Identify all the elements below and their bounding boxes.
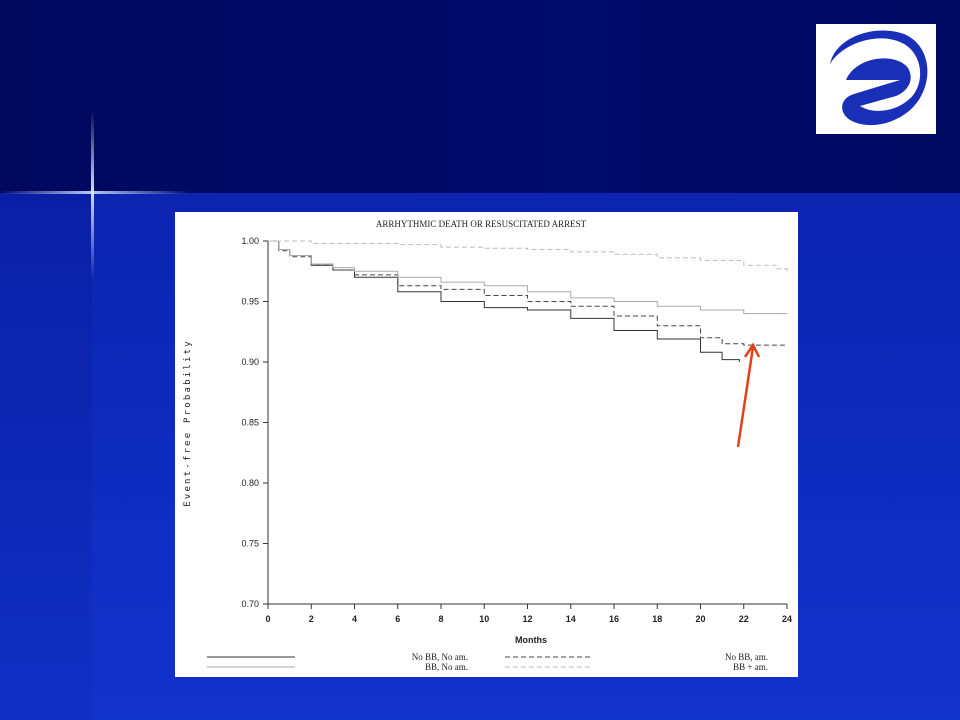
- chart-series: [268, 240, 788, 362]
- chart-title: ARRHYTHMIC DEATH OR RESUSCITATED ARREST: [376, 219, 587, 229]
- legend-label: No BB, am.: [725, 652, 768, 662]
- x-tick-label: 16: [609, 614, 619, 624]
- light-flare-vertical: [91, 110, 94, 280]
- series-line: [268, 240, 740, 362]
- x-tick-label: 4: [352, 614, 357, 624]
- chart-panel: ARRHYTHMIC DEATH OR RESUSCITATED ARREST …: [175, 212, 798, 677]
- x-axis-label: Months: [515, 635, 547, 645]
- x-tick-label: 12: [522, 614, 532, 624]
- x-tick-label: 0: [265, 614, 270, 624]
- y-tick-label: 0.85: [241, 418, 259, 428]
- x-tick-label: 14: [566, 614, 576, 624]
- legend-label: No BB, No am.: [412, 652, 468, 662]
- legend-label: BB, No am.: [425, 662, 468, 672]
- x-tick-label: 18: [652, 614, 662, 624]
- y-tick-label: 0.90: [241, 357, 259, 367]
- left-band: [0, 193, 92, 720]
- logo-swirl: [830, 30, 928, 126]
- y-tick-label: 0.80: [241, 478, 259, 488]
- y-tick-label: 0.95: [241, 297, 259, 307]
- annotation-arrow-icon: [736, 342, 761, 448]
- x-tick-label: 24: [782, 614, 792, 624]
- x-tick-label: 20: [695, 614, 705, 624]
- x-tick-label: 22: [739, 614, 749, 624]
- legend-label: BB + am.: [733, 662, 768, 672]
- y-tick-label: 0.70: [241, 599, 259, 609]
- km-chart: ARRHYTHMIC DEATH OR RESUSCITATED ARREST …: [183, 219, 792, 672]
- series-line: [268, 240, 787, 346]
- series-line: [268, 240, 788, 274]
- x-tick-label: 6: [395, 614, 400, 624]
- y-tick-label: 0.75: [241, 539, 259, 549]
- x-tick-label: 2: [309, 614, 314, 624]
- chart-ticks: 1.000.950.900.850.800.750.700 2 4 6 8 10 12 14 1…: [241, 236, 792, 624]
- chart-legend: No BB, No am.BB, No am. No BB, am.BB + am…: [207, 652, 768, 672]
- esc-logo-icon: [816, 24, 936, 134]
- y-tick-label: 1.00: [241, 236, 259, 246]
- x-tick-label: 8: [438, 614, 443, 624]
- light-flare-horizontal: [0, 191, 190, 194]
- y-axis-label: Event-free Probability: [183, 339, 193, 507]
- header-band: [0, 0, 960, 193]
- x-tick-label: 10: [479, 614, 489, 624]
- series-line: [268, 240, 787, 315]
